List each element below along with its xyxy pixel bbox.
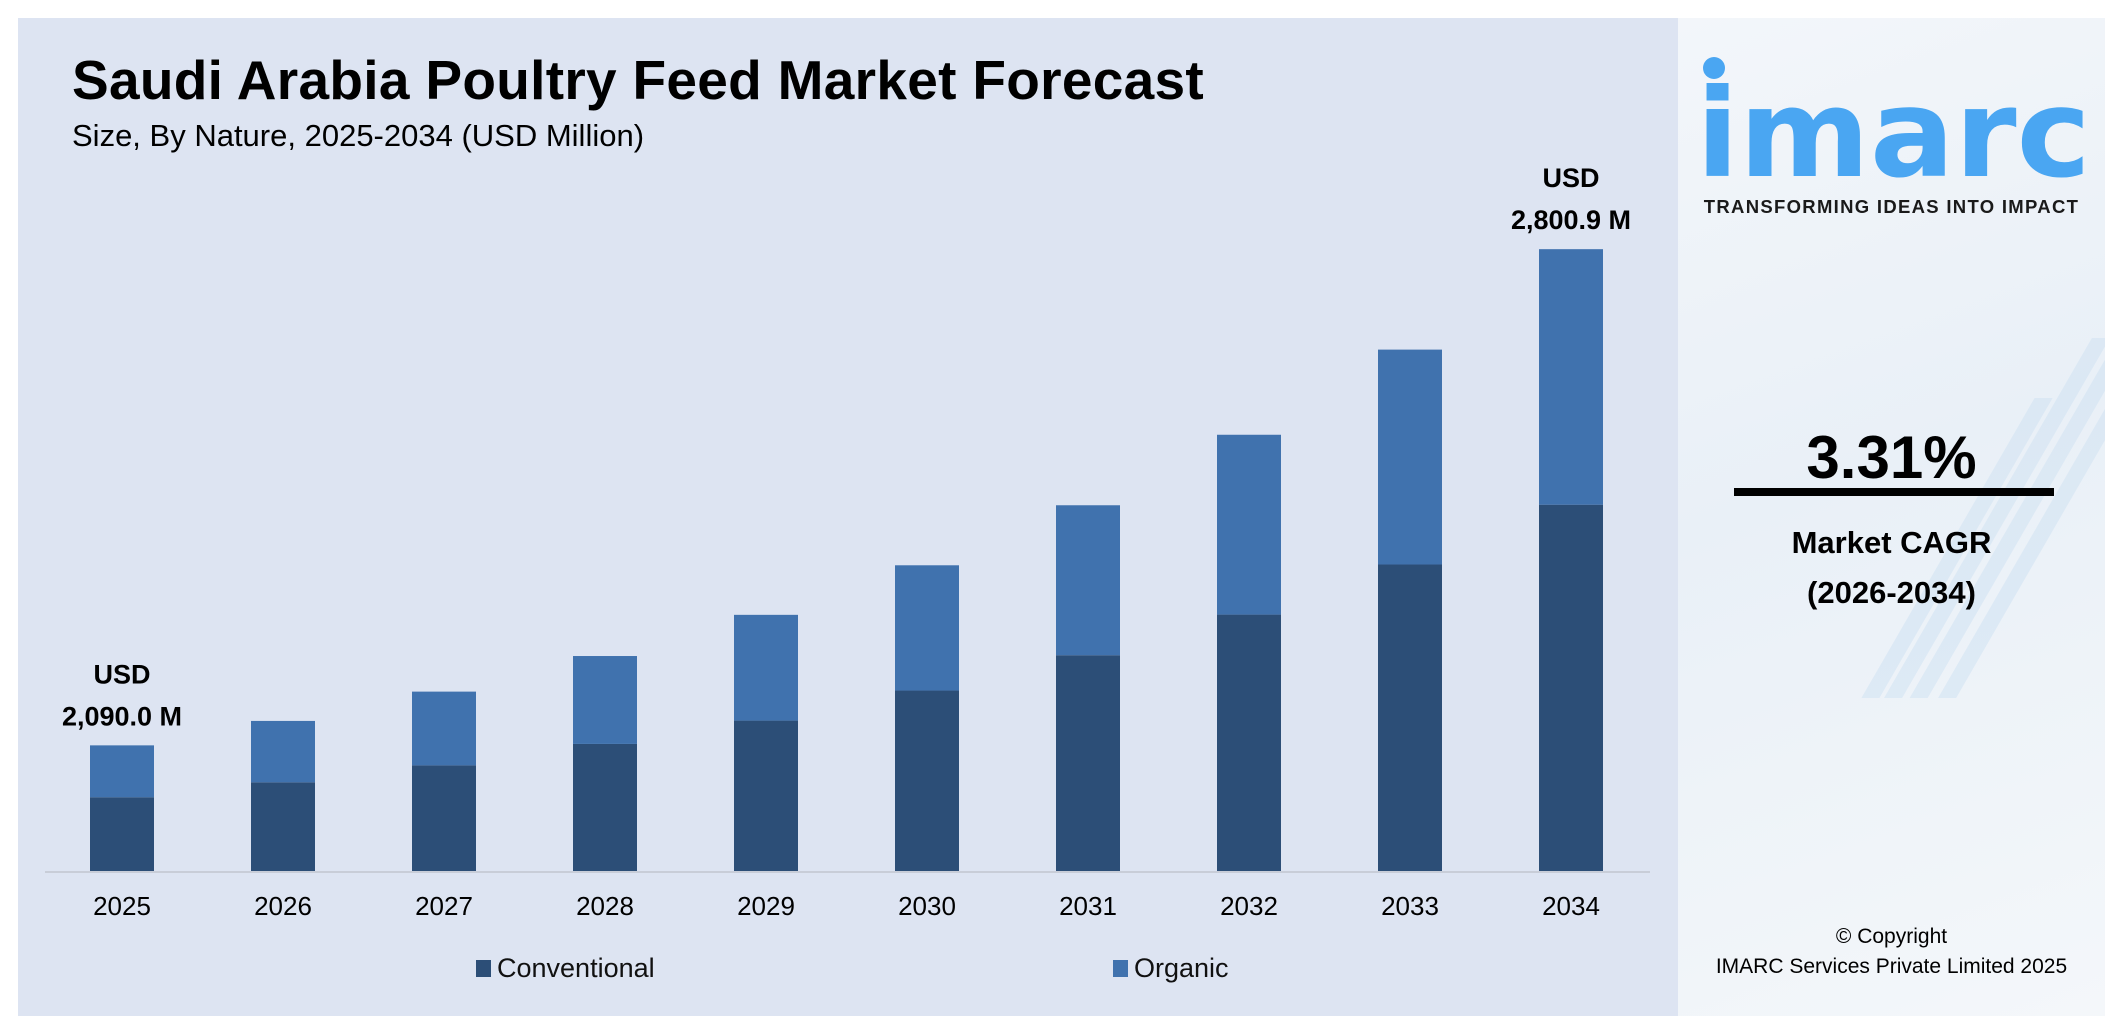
bar-conventional-2031 <box>1056 655 1120 871</box>
copyright: © Copyright IMARC Services Private Limit… <box>1678 922 2105 982</box>
bar-organic-2027 <box>412 691 476 766</box>
data-label-unit: USD <box>93 659 150 689</box>
bar-organic-2025 <box>90 745 154 798</box>
x-tick-label: 2027 <box>415 891 473 921</box>
cagr-label-text: Market CAGR <box>1791 525 1992 560</box>
legend-swatch-conventional <box>476 960 491 977</box>
bar-conventional-2030 <box>895 690 959 871</box>
bar-organic-2029 <box>734 614 798 721</box>
bar-organic-2034 <box>1539 249 1603 505</box>
bar-organic-2030 <box>895 565 959 691</box>
bar-conventional-2028 <box>573 743 637 871</box>
cagr-value: 3.31% <box>1806 424 1977 491</box>
bar-conventional-2025 <box>90 797 154 871</box>
bar-conventional-2033 <box>1378 564 1442 871</box>
x-tick-label: 2030 <box>898 891 956 921</box>
chart-subtitle: Size, By Nature, 2025-2034 (USD Million) <box>72 118 645 153</box>
stacked-bar-chart: 2025 2026 2027 2028 2029 2030 2031 2032 2033 2034… <box>45 163 1650 983</box>
bar-conventional-2027 <box>412 765 476 871</box>
bar-conventional-2034 <box>1539 504 1603 871</box>
x-tick-label: 2031 <box>1059 891 1117 921</box>
x-tick-label: 2026 <box>254 891 312 921</box>
bar-organic-2033 <box>1378 349 1442 565</box>
bar-organic-2026 <box>251 720 315 783</box>
logo-tagline: TRANSFORMING IDEAS INTO IMPACT <box>1703 196 2080 217</box>
x-tick-label: 2029 <box>737 891 795 921</box>
cagr-divider <box>1734 488 2054 496</box>
imarc-logo: imarc <box>1696 57 2091 186</box>
chart-title: Saudi Arabia Poultry Feed Market Forecas… <box>72 49 1204 111</box>
bar-conventional-2026 <box>251 782 315 871</box>
bar-organic-2031 <box>1056 505 1120 656</box>
cagr-period: (2026-2034) <box>1807 575 1976 610</box>
data-label-value: 2,800.9 M <box>1511 205 1631 235</box>
x-tick-label: 2025 <box>93 891 151 921</box>
logo-text: imarc <box>1696 63 2091 186</box>
x-tick-label: 2028 <box>576 891 634 921</box>
bar-organic-2032 <box>1217 434 1281 615</box>
data-label-unit: USD <box>1542 163 1599 193</box>
bar-conventional-2032 <box>1217 614 1281 871</box>
legend-label-conventional: Conventional <box>497 953 655 983</box>
data-label-value: 2,090.0 M <box>62 701 182 731</box>
x-tick-label: 2034 <box>1542 891 1600 921</box>
legend-swatch-organic <box>1113 960 1128 977</box>
copyright-line-2: IMARC Services Private Limited 2025 <box>1715 955 2068 978</box>
copyright-line-1: © Copyright <box>1835 925 1948 948</box>
legend-label-organic: Organic <box>1134 953 1229 983</box>
bar-organic-2028 <box>573 656 637 744</box>
x-tick-label: 2032 <box>1220 891 1278 921</box>
x-tick-label: 2033 <box>1381 891 1439 921</box>
bar-conventional-2029 <box>734 720 798 871</box>
cagr-label: Market CAGR (2026-2034) <box>1678 518 2105 618</box>
side-panel: imarc TRANSFORMING IDEAS INTO IMPACT 3.3… <box>1678 18 2105 1016</box>
